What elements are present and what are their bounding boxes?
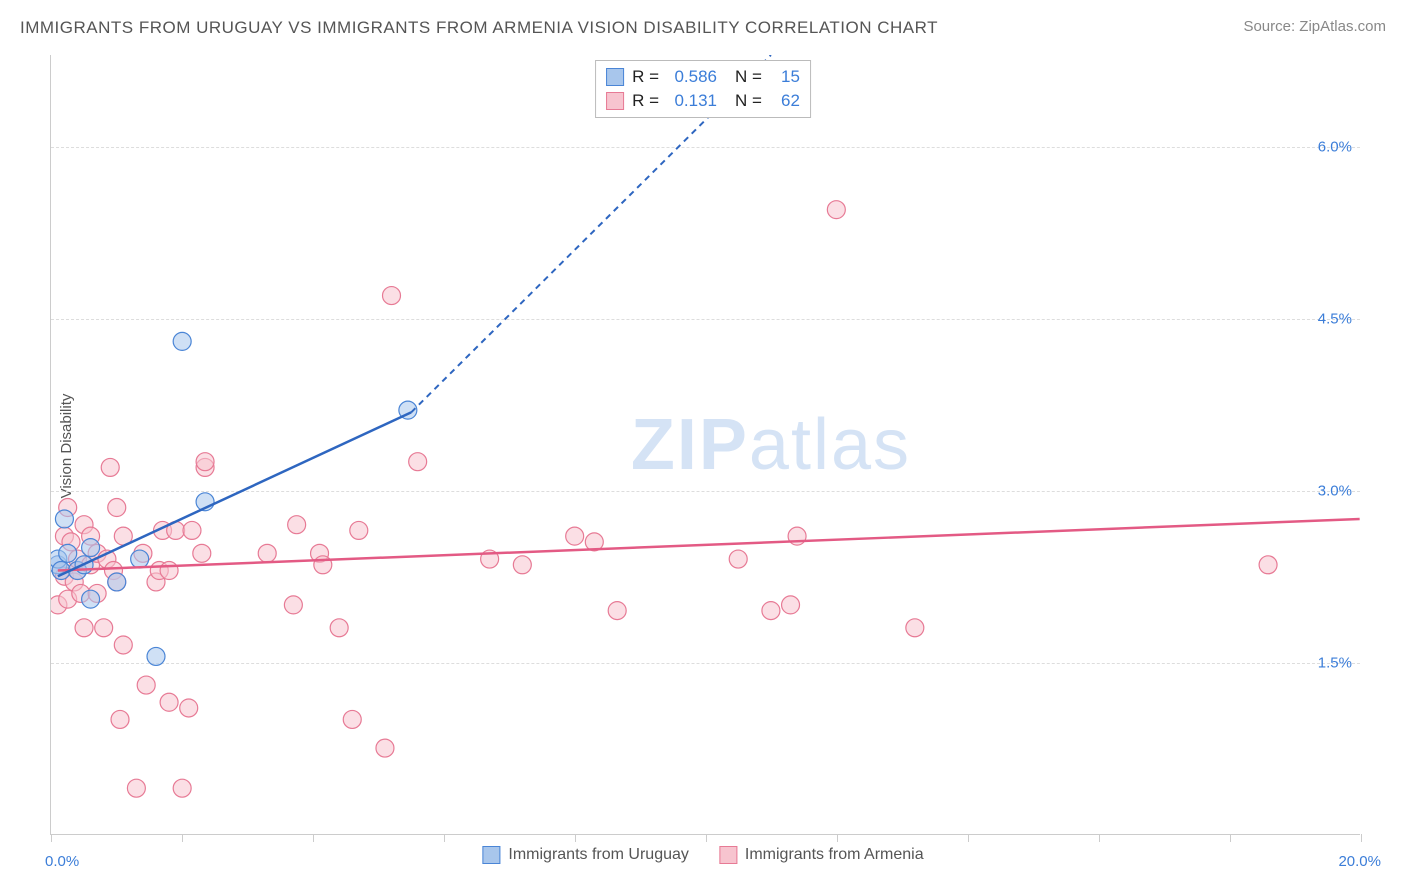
data-point bbox=[111, 710, 129, 728]
data-point bbox=[101, 458, 119, 476]
legend-series-item: Immigrants from Armenia bbox=[719, 846, 924, 864]
data-point bbox=[906, 619, 924, 637]
legend-stats-row: R = 0.586 N = 15 bbox=[606, 65, 800, 89]
xtick bbox=[1099, 834, 1100, 842]
trendline-armenia bbox=[58, 519, 1360, 571]
data-point bbox=[160, 562, 178, 580]
legend-stats-row: R = 0.131 N = 62 bbox=[606, 89, 800, 113]
data-point bbox=[180, 699, 198, 717]
data-point bbox=[284, 596, 302, 614]
plot-area: ZIPatlas 1.5%3.0%4.5%6.0% bbox=[50, 55, 1360, 835]
data-point bbox=[330, 619, 348, 637]
data-point bbox=[114, 636, 132, 654]
legend-swatch-icon bbox=[606, 68, 624, 86]
data-point bbox=[147, 647, 165, 665]
xtick bbox=[182, 834, 183, 842]
xtick bbox=[575, 834, 576, 842]
xtick bbox=[837, 834, 838, 842]
trendline-uruguay bbox=[58, 412, 411, 576]
data-point bbox=[258, 544, 276, 562]
xtick bbox=[1361, 834, 1362, 842]
data-point bbox=[343, 710, 361, 728]
data-point bbox=[566, 527, 584, 545]
xtick bbox=[313, 834, 314, 842]
correlation-chart: IMMIGRANTS FROM URUGUAY VS IMMIGRANTS FR… bbox=[0, 0, 1406, 892]
data-point bbox=[193, 544, 211, 562]
data-point bbox=[108, 573, 126, 591]
data-point bbox=[108, 499, 126, 517]
xtick-label: 20.0% bbox=[1338, 853, 1381, 870]
data-point bbox=[137, 676, 155, 694]
data-point bbox=[75, 619, 93, 637]
data-point bbox=[762, 602, 780, 620]
data-point bbox=[95, 619, 113, 637]
data-point bbox=[513, 556, 531, 574]
data-point bbox=[288, 516, 306, 534]
data-point bbox=[1259, 556, 1277, 574]
xtick-label: 0.0% bbox=[45, 853, 79, 870]
data-point bbox=[409, 453, 427, 471]
data-point bbox=[376, 739, 394, 757]
data-point bbox=[196, 453, 214, 471]
chart-title: IMMIGRANTS FROM URUGUAY VS IMMIGRANTS FR… bbox=[20, 18, 938, 38]
legend-series-item: Immigrants from Uruguay bbox=[482, 846, 689, 864]
plot-svg bbox=[51, 55, 1360, 834]
data-point bbox=[729, 550, 747, 568]
data-point bbox=[59, 544, 77, 562]
data-point bbox=[55, 510, 73, 528]
data-point bbox=[827, 201, 845, 219]
data-point bbox=[160, 693, 178, 711]
legend-swatch-icon bbox=[719, 846, 737, 864]
data-point bbox=[173, 332, 191, 350]
legend-series-label: Immigrants from Armenia bbox=[745, 846, 924, 864]
data-point bbox=[314, 556, 332, 574]
xtick bbox=[51, 834, 52, 842]
legend-series-label: Immigrants from Uruguay bbox=[508, 846, 689, 864]
data-point bbox=[82, 590, 100, 608]
xtick bbox=[706, 834, 707, 842]
data-point bbox=[127, 779, 145, 797]
data-point bbox=[782, 596, 800, 614]
xtick bbox=[444, 834, 445, 842]
data-point bbox=[131, 550, 149, 568]
data-point bbox=[173, 779, 191, 797]
legend-stats: R = 0.586 N = 15 R = 0.131 N = 62 bbox=[595, 60, 811, 118]
data-point bbox=[350, 521, 368, 539]
xtick bbox=[1230, 834, 1231, 842]
xtick bbox=[968, 834, 969, 842]
source-label: Source: ZipAtlas.com bbox=[1243, 18, 1386, 35]
data-point bbox=[82, 539, 100, 557]
legend-series: Immigrants from Uruguay Immigrants from … bbox=[482, 846, 923, 864]
legend-swatch-icon bbox=[606, 92, 624, 110]
data-point bbox=[608, 602, 626, 620]
data-point bbox=[183, 521, 201, 539]
data-point bbox=[383, 287, 401, 305]
legend-swatch-icon bbox=[482, 846, 500, 864]
